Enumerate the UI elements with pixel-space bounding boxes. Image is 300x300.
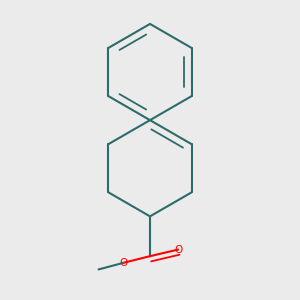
Text: O: O	[119, 258, 128, 268]
Text: O: O	[174, 244, 182, 254]
